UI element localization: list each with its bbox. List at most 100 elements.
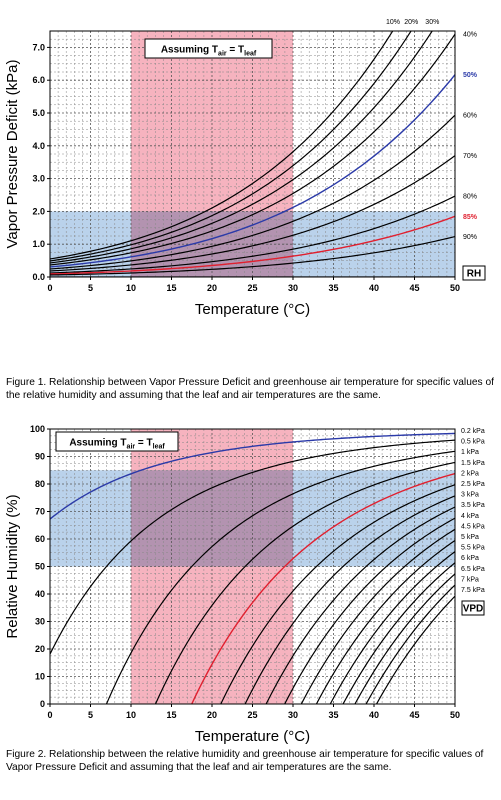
series-lines [50, 432, 455, 704]
series-line-rh-20 [50, 31, 412, 262]
y-tick-label: 90 [35, 452, 45, 462]
y-tick-label: 3.0 [32, 174, 45, 184]
series-label: 2 kPa [461, 470, 479, 477]
series-label: 70% [463, 153, 477, 160]
series-label: 4.5 kPa [461, 523, 485, 530]
y-tick-label: 0.0 [32, 272, 45, 282]
vpd-chart: 0 5 10 15 20 25 30 35 40 45 50 0.0 1.0 2.0 3.0 4.0 5.0 6.… [4, 19, 486, 318]
series-line-rh-10 [50, 31, 394, 260]
x-tick-label: 5 [88, 710, 93, 720]
assumption-text: Assuming Tair = Tleaf [161, 45, 257, 58]
series-label: 3.5 kPa [461, 502, 485, 509]
series-label: 30% [425, 19, 439, 26]
series-line-vpd [154, 461, 455, 704]
y-tick-label: 100 [30, 424, 45, 434]
y-tick-label: 50 [35, 562, 45, 572]
series-line-rh-85 [50, 215, 455, 275]
series-label: 10% [386, 19, 400, 26]
x-axis-label: Temperature (°C) [195, 301, 310, 318]
series-label: 6 kPa [461, 555, 479, 562]
y-tick-label: 2.0 [32, 206, 45, 216]
series-label: 3 kPa [461, 492, 479, 499]
series-label: 7.5 kPa [461, 587, 485, 594]
grid [50, 429, 455, 704]
x-tick-label: 35 [328, 710, 338, 720]
series-line-rh-40 [50, 33, 455, 266]
series-line-vpd [50, 432, 455, 520]
x-tick-label: 10 [126, 710, 136, 720]
series-label: 0.2 kPa [461, 428, 485, 435]
series-label: 80% [463, 194, 477, 201]
series-line-rh-30 [50, 31, 433, 264]
x-tick-label: 45 [409, 710, 419, 720]
y-tick-label: 10 [35, 672, 45, 682]
series-line-rh-50 [50, 74, 455, 268]
series-line-vpd [329, 551, 455, 704]
x-tick-label: 50 [450, 283, 460, 293]
legend-vpd-box [461, 600, 485, 616]
y-tick-label: 7.0 [32, 42, 45, 52]
series-line-vpd [300, 528, 455, 704]
assumption-text: Assuming Tair = Tleaf [69, 438, 165, 451]
y-tick-label: 80 [35, 479, 45, 489]
x-tick-label: 20 [207, 283, 217, 293]
series-line-vpd [50, 439, 455, 655]
series-line-vpd [105, 450, 455, 704]
y-tick-label: 30 [35, 617, 45, 627]
series-line-vpd [342, 562, 455, 704]
x-tick-label: 0 [47, 710, 52, 720]
x-tick-label: 30 [288, 710, 298, 720]
series-label: 1 kPa [461, 449, 479, 456]
series-label: 5 kPa [461, 534, 479, 541]
series-line-rh-90 [50, 235, 455, 276]
x-tick-label: 15 [166, 710, 176, 720]
series-label: 0.5 kPa [461, 439, 485, 446]
y-tick-label: 4.0 [32, 141, 45, 151]
x-tick-label: 0 [47, 283, 52, 293]
series-line-vpd [220, 484, 455, 704]
y-tick-label: 70 [35, 507, 45, 517]
series-label: 6.5 kPa [461, 566, 485, 573]
y-tick-label: 60 [35, 534, 45, 544]
y-axis-label: Relative Humidity (%) [4, 494, 21, 638]
series-line-rh-80 [50, 195, 455, 274]
series-label: 1.5 kPa [461, 460, 485, 467]
series-line-vpd [365, 584, 455, 704]
series-label: 5.5 kPa [461, 545, 485, 552]
x-tick-label: 25 [247, 283, 257, 293]
legend-rh-box [462, 265, 486, 281]
series-label: 50% [463, 72, 478, 79]
series-label: 60% [463, 113, 477, 120]
x-tick-label: 15 [166, 283, 176, 293]
series-line-vpd [265, 506, 455, 704]
series-line-vpd [244, 495, 455, 704]
series-label: 90% [463, 234, 477, 241]
y-axis-label: Vapor Pressure Deficit (kPa) [4, 60, 21, 249]
series-label: 2.5 kPa [461, 481, 485, 488]
x-tick-label: 5 [88, 283, 93, 293]
y-tick-label: 0 [40, 699, 45, 709]
y-tick-label: 1.0 [32, 239, 45, 249]
series-line-rh-70 [50, 155, 455, 272]
x-tick-label: 35 [328, 283, 338, 293]
series-line-vpd [375, 595, 455, 704]
series-line-rh-60 [50, 114, 455, 270]
y-tick-label: 40 [35, 589, 45, 599]
legend-vpd: VPD [463, 604, 484, 615]
series-label: 20% [404, 19, 418, 26]
x-tick-label: 30 [288, 283, 298, 293]
x-tick-label: 25 [247, 710, 257, 720]
x-tick-label: 45 [409, 283, 419, 293]
series-lines [50, 31, 455, 277]
assumption-box [144, 38, 273, 59]
series-label: 40% [463, 32, 477, 39]
series-label: 7 kPa [461, 576, 479, 583]
assumption-box [55, 431, 179, 452]
series-line-vpd [190, 472, 455, 704]
y-tick-label: 20 [35, 644, 45, 654]
x-tick-label: 20 [207, 710, 217, 720]
x-tick-label: 10 [126, 283, 136, 293]
x-tick-label: 40 [369, 283, 379, 293]
y-tick-label: 6.0 [32, 75, 45, 85]
series-label: 85% [463, 214, 478, 221]
